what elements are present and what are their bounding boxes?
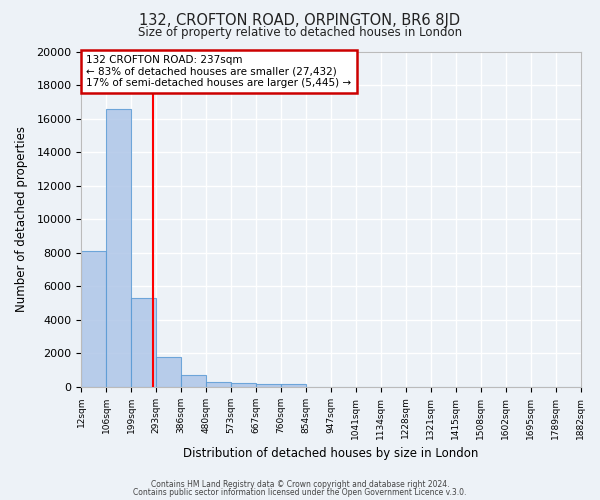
Bar bbox=[231, 384, 256, 387]
Bar bbox=[206, 382, 231, 387]
Text: 132, CROFTON ROAD, ORPINGTON, BR6 8JD: 132, CROFTON ROAD, ORPINGTON, BR6 8JD bbox=[139, 12, 461, 28]
Bar bbox=[106, 108, 131, 387]
Bar bbox=[281, 384, 306, 387]
Text: Contains public sector information licensed under the Open Government Licence v.: Contains public sector information licen… bbox=[133, 488, 467, 497]
Bar bbox=[81, 251, 106, 387]
Text: Size of property relative to detached houses in London: Size of property relative to detached ho… bbox=[138, 26, 462, 39]
Bar bbox=[256, 384, 281, 387]
Bar bbox=[131, 298, 156, 387]
Bar bbox=[181, 375, 206, 387]
Text: 132 CROFTON ROAD: 237sqm
← 83% of detached houses are smaller (27,432)
17% of se: 132 CROFTON ROAD: 237sqm ← 83% of detach… bbox=[86, 55, 351, 88]
Bar bbox=[156, 358, 181, 387]
Y-axis label: Number of detached properties: Number of detached properties bbox=[15, 126, 28, 312]
X-axis label: Distribution of detached houses by size in London: Distribution of detached houses by size … bbox=[183, 447, 479, 460]
Text: Contains HM Land Registry data © Crown copyright and database right 2024.: Contains HM Land Registry data © Crown c… bbox=[151, 480, 449, 489]
